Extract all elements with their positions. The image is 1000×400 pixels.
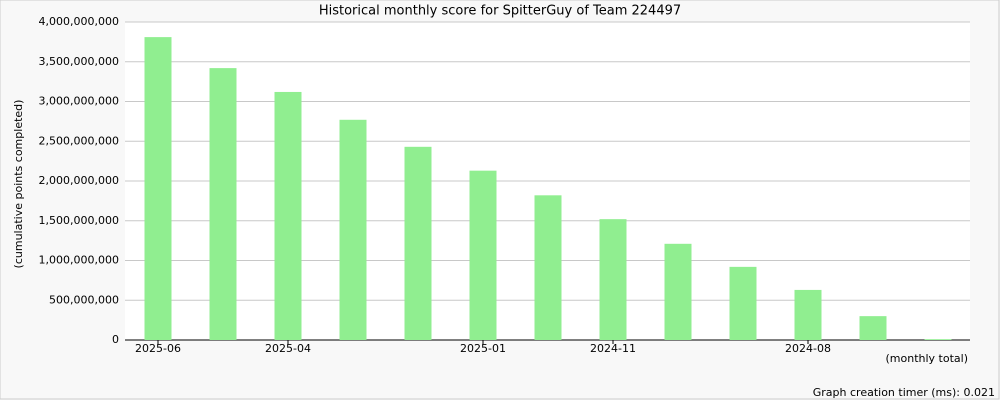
bar	[859, 316, 887, 340]
x-tick-label: 2025-04	[265, 342, 311, 355]
bar	[144, 37, 172, 340]
bar	[729, 266, 757, 340]
bar	[469, 170, 497, 340]
bar	[209, 68, 237, 341]
bar	[924, 339, 952, 340]
bar	[664, 243, 692, 340]
x-tick-label: 2024-08	[785, 342, 831, 355]
bar	[534, 195, 562, 340]
y-tick-label: 1,500,000,000	[39, 214, 119, 227]
x-tick-label: 2025-01	[460, 342, 506, 355]
bar	[794, 289, 822, 340]
bar	[599, 219, 627, 340]
x-tick-label: 2025-06	[135, 342, 181, 355]
y-tick-label: 4,000,000,000	[39, 15, 119, 28]
y-tick-label: 2,000,000,000	[39, 174, 119, 187]
y-tick-label: 2,500,000,000	[39, 134, 119, 147]
y-tick-label: 0	[112, 333, 119, 346]
y-tick-label: 3,500,000,000	[39, 55, 119, 68]
x-tick-label: 2024-11	[590, 342, 636, 355]
bar	[274, 91, 302, 341]
y-tick-label: 3,000,000,000	[39, 95, 119, 108]
y-tick-label: 500,000,000	[49, 293, 119, 306]
footer: Graph creation timer (ms): 0.021	[813, 386, 995, 399]
y-tick-label: 1,000,000,000	[39, 254, 119, 267]
x-axis-label: (monthly total)	[886, 352, 969, 365]
bar	[339, 119, 367, 340]
y-axis-label: (cumulative points completed)	[12, 100, 25, 269]
bar	[404, 146, 432, 340]
chart-title: Historical monthly score for SpitterGuy …	[319, 4, 681, 19]
